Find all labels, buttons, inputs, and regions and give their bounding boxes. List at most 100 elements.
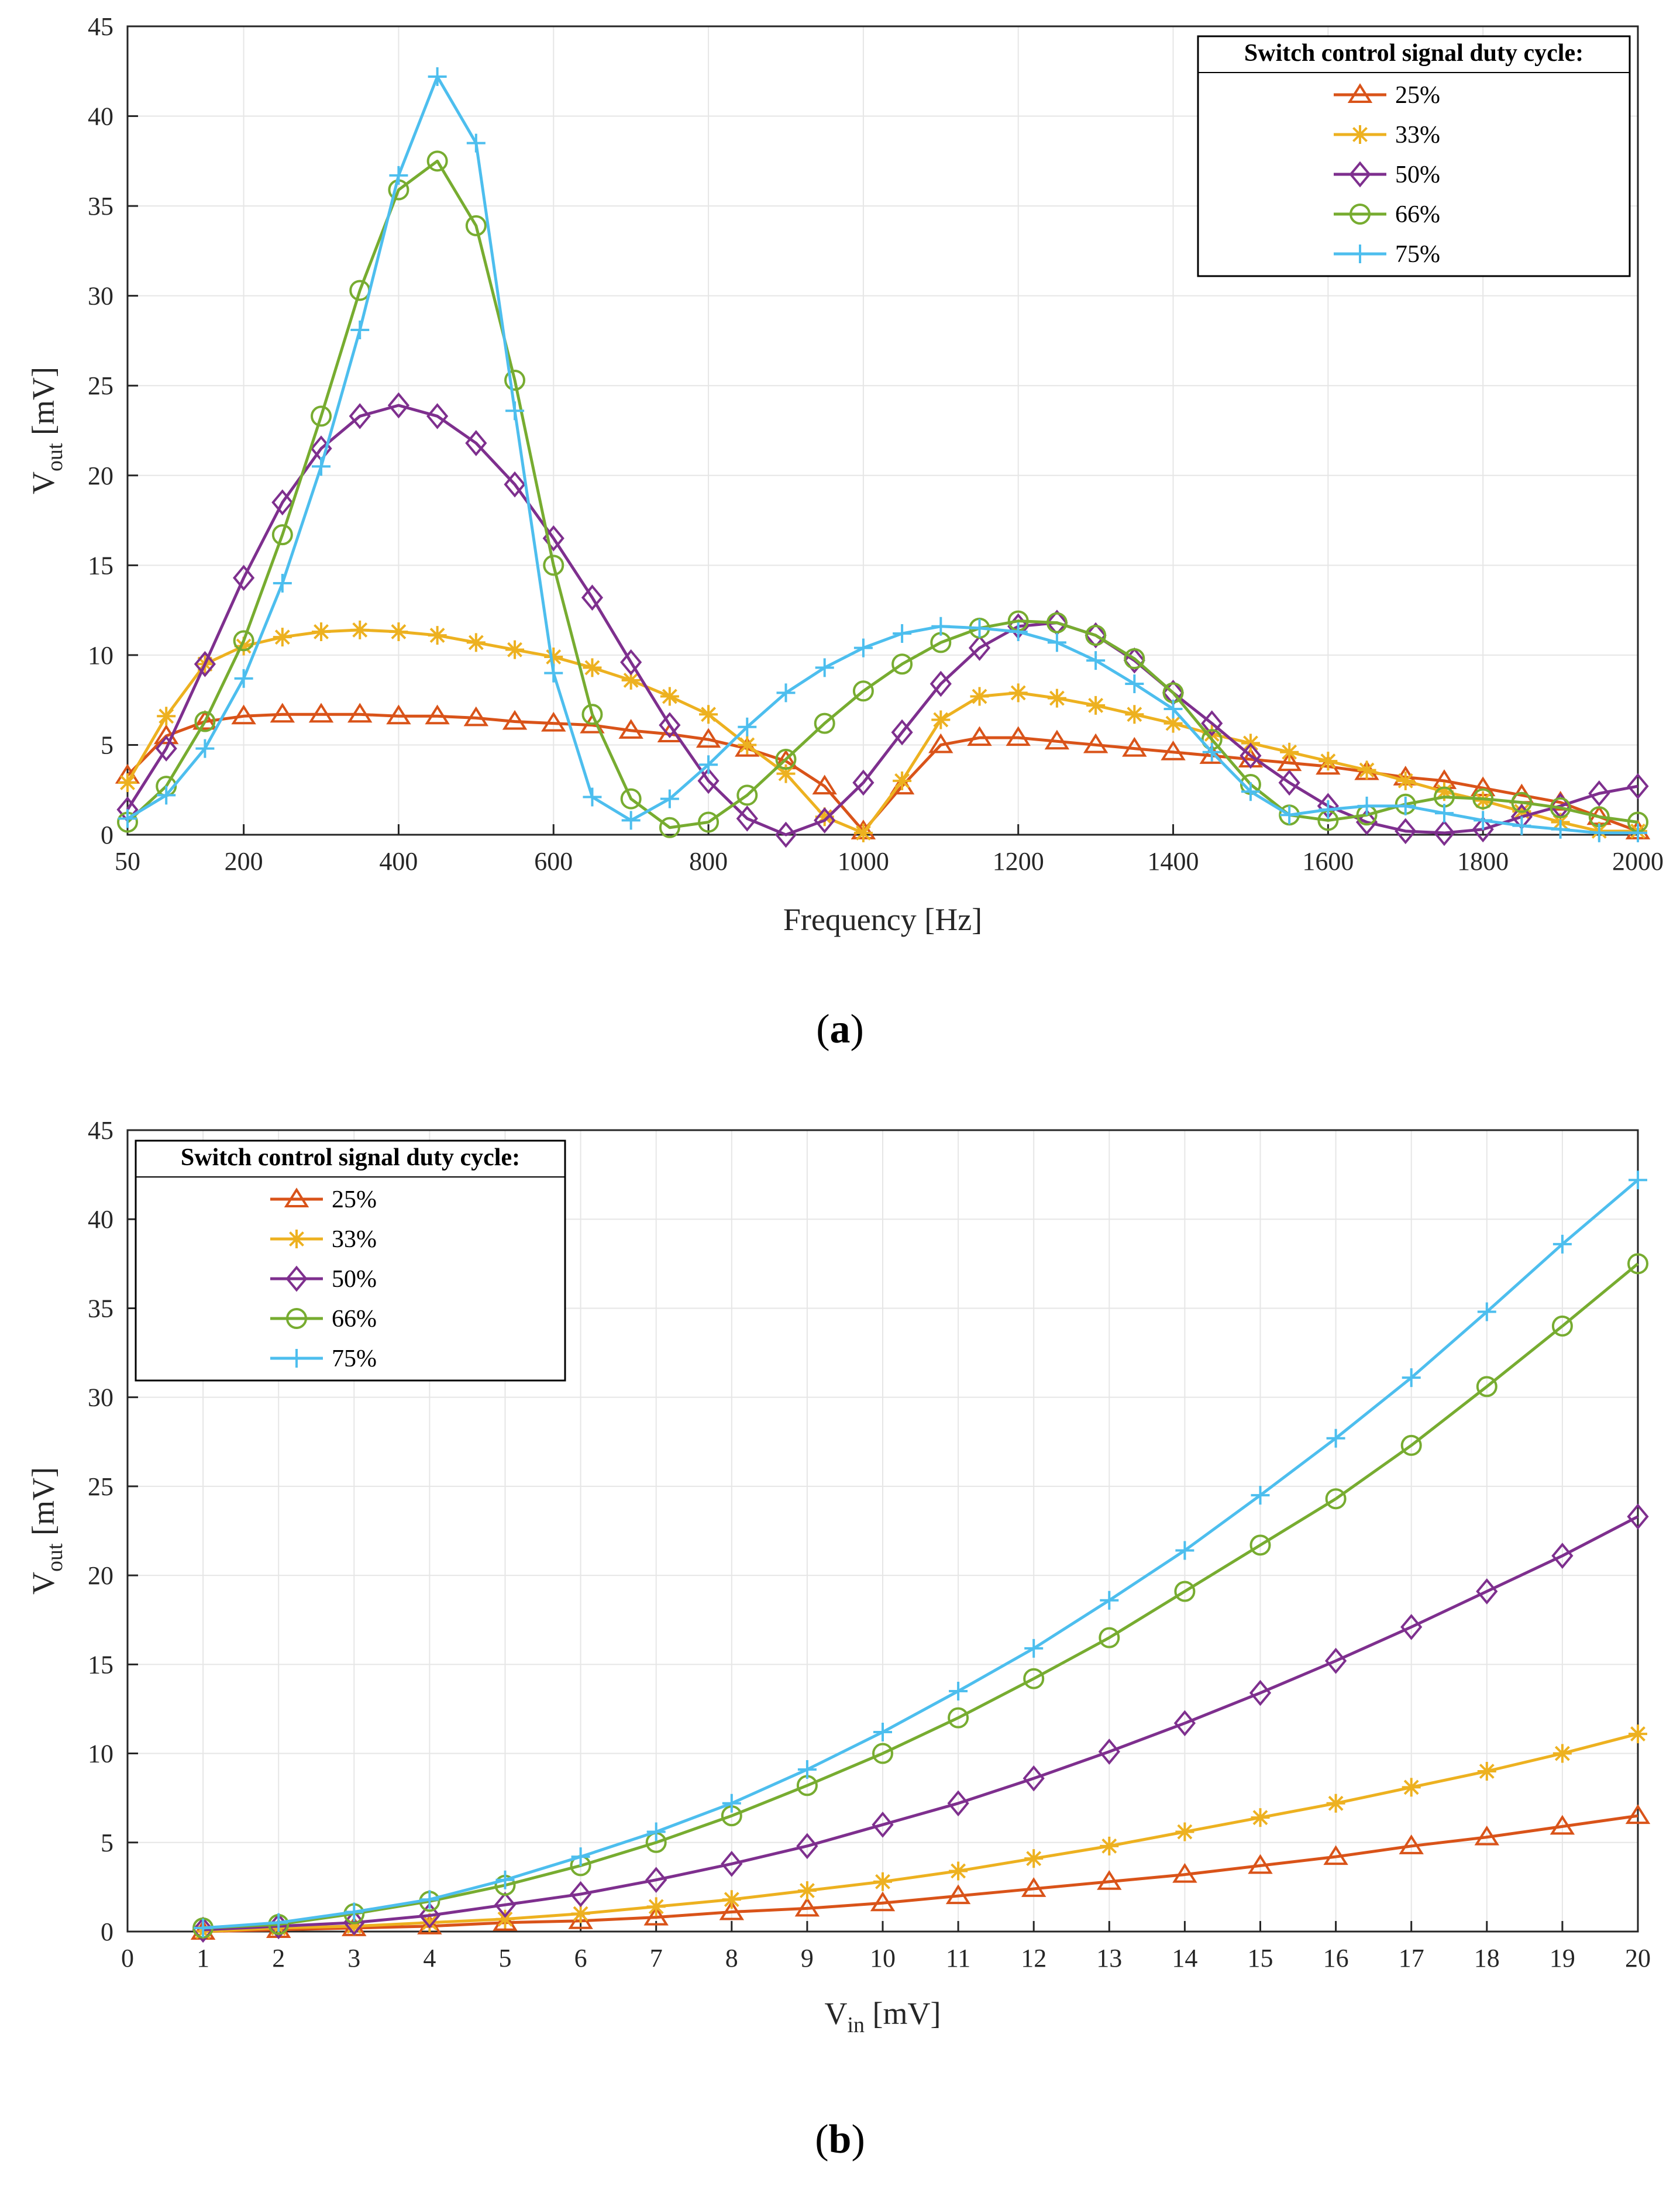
chart-b-data-point bbox=[1325, 1488, 1347, 1510]
chart-a-data-point bbox=[893, 771, 912, 790]
chart-a-series-25pct bbox=[115, 703, 1651, 839]
chart-a-data-point bbox=[505, 640, 525, 659]
chart-a-caption: (a) bbox=[816, 1007, 864, 1052]
chart-a-data-point bbox=[891, 719, 913, 746]
chart-b-legend-entry: 75% bbox=[270, 1345, 377, 1372]
chart-a-y-tick-label: 45 bbox=[88, 12, 113, 41]
chart-b-data-point bbox=[1551, 1315, 1573, 1337]
chart-a-y-tick-label: 15 bbox=[88, 551, 113, 580]
chart-a-x-tick-label: 1000 bbox=[838, 847, 889, 876]
chart-b-data-point bbox=[1251, 1486, 1270, 1505]
chart-a-data-point bbox=[465, 215, 487, 236]
chart-b-data-point bbox=[1248, 1854, 1273, 1874]
chart-a-legend-label: 66% bbox=[1395, 201, 1440, 228]
chart-a-data-point bbox=[697, 767, 719, 794]
chart-a-x-tick-label: 200 bbox=[225, 847, 263, 876]
chart-a-data-point bbox=[1122, 736, 1147, 757]
chart-a-data-point bbox=[1047, 633, 1066, 652]
chart-a-data-point bbox=[1124, 648, 1145, 670]
chart-b-data-point bbox=[1249, 1679, 1272, 1706]
chart-b-data-point bbox=[1400, 1434, 1422, 1456]
chart-a-data-point bbox=[774, 821, 797, 848]
chart-b-x-axis-label: Vin [mV] bbox=[824, 1996, 941, 2037]
chart-b-data-point bbox=[719, 1900, 745, 1920]
chart-a-data-point bbox=[815, 658, 834, 677]
chart-a-data-point bbox=[968, 635, 991, 661]
chart-b-data-point bbox=[1100, 1836, 1119, 1855]
chart-b-x-tick-label: 7 bbox=[650, 1944, 663, 1972]
chart-b-data-point bbox=[797, 1760, 817, 1779]
chart-b-data-point bbox=[949, 1861, 968, 1881]
chart-b-legend-label: 66% bbox=[332, 1306, 377, 1333]
chart-a-data-point bbox=[386, 704, 411, 725]
chart-a-y-tick-label: 10 bbox=[88, 641, 113, 670]
chart-a-data-point bbox=[738, 735, 757, 755]
chart-a-data-point bbox=[814, 712, 835, 734]
chart-a-data-point bbox=[775, 749, 797, 770]
chart-a-data-point bbox=[389, 622, 408, 641]
chart-b-data-point bbox=[872, 1743, 893, 1764]
chart-a-data-point bbox=[583, 787, 602, 807]
chart-a-data-point bbox=[1629, 823, 1647, 842]
chart-a-data-point bbox=[1474, 791, 1493, 810]
chart-b-x-tick-label: 19 bbox=[1550, 1944, 1575, 1972]
chart-b-data-point bbox=[1629, 1724, 1647, 1744]
chart-a: 50 200 400 600 800 1000 1200 1400 1600 1800 2000 0 5… bbox=[26, 12, 1664, 1052]
chart-b-data-point bbox=[1402, 1778, 1421, 1797]
chart-b-data-point bbox=[722, 1793, 741, 1813]
chart-a-legend-entry: 25% bbox=[1334, 82, 1440, 109]
chart-a-data-point bbox=[195, 739, 215, 758]
chart-a-data-point bbox=[1008, 622, 1028, 641]
chart-a-data-point bbox=[428, 626, 447, 645]
chart-b-legend-marker bbox=[285, 1265, 308, 1292]
chart-a-legend: Switch control signal duty cycle: 25% 33%… bbox=[1197, 35, 1631, 277]
chart-b-data-point bbox=[948, 1707, 969, 1729]
chart-a-data-point bbox=[387, 392, 410, 419]
chart-b-data-point bbox=[495, 1909, 515, 1929]
chart-a-ticks: 50 200 400 600 800 1000 1200 1400 1600 1800 2000 0 5… bbox=[88, 12, 1664, 876]
chart-b-data-point bbox=[873, 1723, 892, 1742]
chart-a-data-point bbox=[1512, 816, 1531, 835]
chart-a-legend-entries: 25% 33% 50% 66% 75% bbox=[1334, 82, 1440, 268]
chart-b-y-tick-label: 20 bbox=[88, 1561, 113, 1590]
chart-a-data-point bbox=[699, 705, 718, 724]
chart-b-data-point bbox=[1099, 1627, 1120, 1648]
chart-a-data-point bbox=[621, 670, 641, 690]
chart-a-y-tick-label: 35 bbox=[88, 192, 113, 221]
chart-a-data-point bbox=[893, 624, 912, 643]
chart-b-y-tick-label: 40 bbox=[88, 1205, 113, 1234]
chart-a-data-point bbox=[270, 703, 295, 723]
chart-b-data-point bbox=[1323, 1845, 1348, 1865]
chart-b-y-tick-label: 25 bbox=[88, 1472, 113, 1501]
chart-a-data-point bbox=[1474, 811, 1493, 830]
chart-a-data-point bbox=[349, 403, 371, 429]
chart-b-x-tick-label: 10 bbox=[870, 1944, 896, 1972]
chart-b-data-point bbox=[1175, 1541, 1194, 1560]
chart-a-legend-entry: 66% bbox=[1334, 201, 1440, 228]
chart-b-y-tick-label: 5 bbox=[101, 1829, 113, 1857]
chart-a-data-point bbox=[699, 755, 718, 774]
chart-a-series-line bbox=[126, 404, 1638, 836]
chart-a-data-point bbox=[1086, 696, 1106, 715]
chart-b-data-point bbox=[345, 1902, 364, 1922]
chart-b-data-point bbox=[420, 1913, 439, 1932]
chart-b-data-point bbox=[1476, 1578, 1498, 1605]
chart-b-series bbox=[190, 1171, 1651, 1943]
chart-b-series-line bbox=[203, 1814, 1638, 1933]
chart-a-data-point bbox=[1008, 683, 1028, 703]
chart-b-y-tick-label: 30 bbox=[88, 1383, 113, 1412]
chart-a-data-point bbox=[543, 555, 564, 576]
chart-b-data-point bbox=[569, 1881, 592, 1908]
chart-a-data-point bbox=[155, 735, 177, 762]
chart-b-data-point bbox=[418, 1902, 441, 1929]
chart-a-data-point bbox=[1083, 733, 1108, 753]
chart-b-y-tick-label: 0 bbox=[101, 1918, 113, 1946]
chart-b-data-point bbox=[1474, 1825, 1500, 1846]
chart-a-data-point bbox=[1202, 742, 1221, 762]
chart-a-data-point bbox=[426, 150, 448, 172]
chart-b-data-point bbox=[420, 1890, 439, 1909]
chart-b-legend-label: 75% bbox=[332, 1345, 377, 1372]
chart-a-data-point bbox=[583, 658, 602, 677]
chart-a-data-point bbox=[738, 717, 757, 736]
chart-a-data-point bbox=[233, 630, 254, 652]
